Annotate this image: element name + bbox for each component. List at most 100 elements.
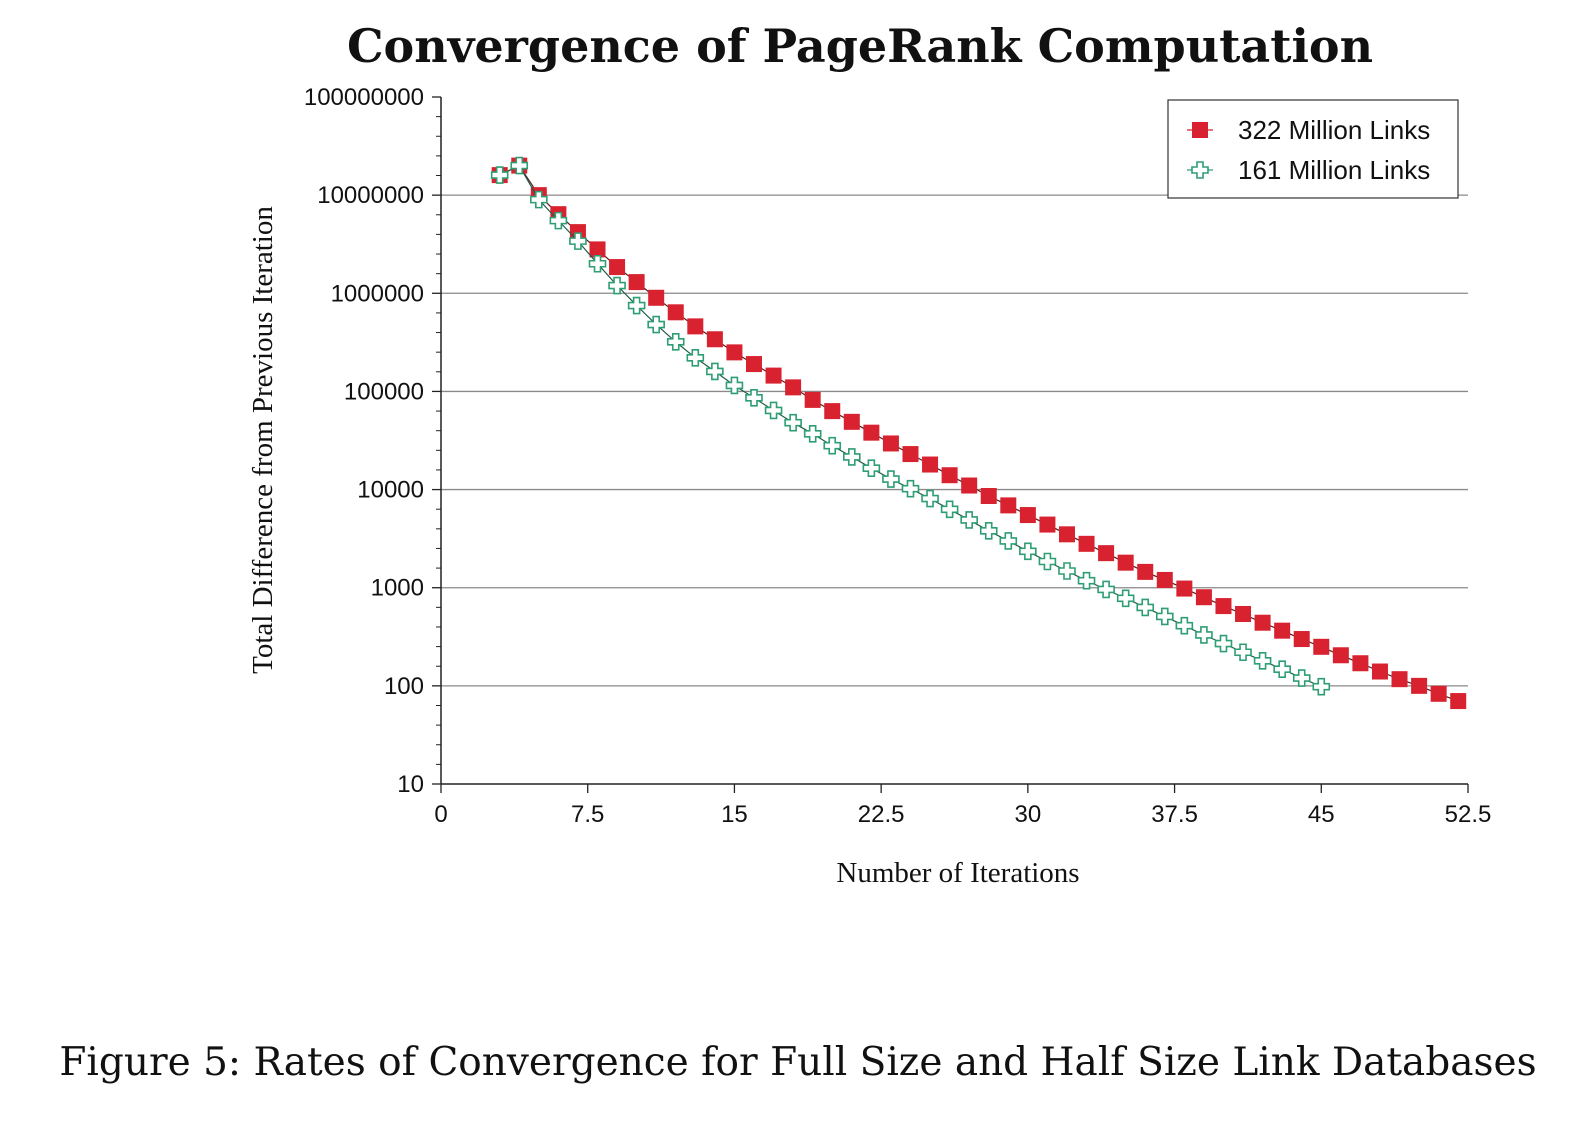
data-point <box>961 477 978 494</box>
data-point <box>1312 677 1331 696</box>
data-point <box>803 425 822 443</box>
data-point <box>823 436 842 455</box>
data-point <box>648 289 665 306</box>
data-point <box>940 500 959 519</box>
data-point <box>589 241 606 258</box>
data-point <box>745 389 763 407</box>
data-point <box>726 344 743 361</box>
data-point <box>1332 647 1349 664</box>
data-point <box>1077 571 1096 590</box>
data-point <box>784 413 802 432</box>
series-1 <box>491 157 1467 710</box>
data-point <box>1352 655 1369 672</box>
y-tick-label: 10000 <box>357 477 424 504</box>
legend-box <box>1167 99 1459 199</box>
data-point <box>941 467 958 484</box>
data-point <box>1136 598 1155 617</box>
data-point <box>999 532 1018 550</box>
data-point <box>1313 638 1330 655</box>
data-point <box>1137 563 1154 580</box>
y-axis-label: Total Difference from Previous Iteration <box>247 206 279 674</box>
data-point <box>627 296 646 315</box>
y-tick-label: 100 <box>384 673 424 700</box>
data-point <box>706 362 724 381</box>
data-point <box>1235 605 1252 622</box>
figure-caption: Figure 5: Rates of Convergence for Full … <box>59 1040 1537 1085</box>
y-tick-label: 1000000 <box>331 280 424 307</box>
data-point <box>1391 671 1408 688</box>
data-point <box>725 376 744 395</box>
x-tick-label: 52.5 <box>1445 801 1492 828</box>
y-tick-label: 10000000 <box>317 182 424 209</box>
data-point <box>1156 571 1173 588</box>
legend: 322 Million Links 161 Million Links <box>1167 99 1459 199</box>
data-point <box>1430 685 1447 702</box>
x-tick-label: 37.5 <box>1151 801 1198 828</box>
data-point <box>1000 497 1017 514</box>
data-point <box>843 448 861 466</box>
data-point <box>1116 589 1135 608</box>
data-point <box>1215 598 1232 615</box>
y-tick-label: 100000000 <box>304 84 424 111</box>
x-tick-label: 0 <box>434 801 447 828</box>
data-point <box>588 254 607 273</box>
data-point <box>1450 693 1467 710</box>
data-point <box>549 211 568 230</box>
series-layer <box>490 156 1467 710</box>
grid-lines <box>441 194 1468 687</box>
data-point <box>1098 545 1115 562</box>
data-point <box>960 511 978 529</box>
data-point <box>686 349 705 367</box>
data-point <box>1293 631 1310 648</box>
x-tick-label: 15 <box>721 801 748 828</box>
data-point <box>745 356 762 373</box>
data-point <box>1292 669 1311 687</box>
data-point <box>921 489 939 508</box>
x-tick-label: 30 <box>1015 801 1042 828</box>
data-point <box>530 190 548 209</box>
data-point <box>1214 634 1233 653</box>
data-point <box>1253 652 1272 670</box>
data-point <box>569 232 587 250</box>
data-point <box>882 435 899 452</box>
data-point <box>608 276 626 295</box>
data-point <box>666 333 685 351</box>
data-point <box>862 459 881 478</box>
data-point <box>980 487 997 504</box>
data-point <box>609 259 626 276</box>
data-point <box>882 470 900 488</box>
data-point <box>901 479 920 498</box>
data-point <box>1274 622 1291 639</box>
legend-marker <box>1191 161 1209 179</box>
data-point <box>1371 663 1388 680</box>
data-point <box>785 379 802 396</box>
data-point <box>1155 607 1174 626</box>
data-point <box>1254 614 1271 631</box>
legend-label: 161 Million Links <box>1238 155 1430 185</box>
data-point <box>647 315 665 334</box>
data-point <box>1176 580 1193 597</box>
data-point <box>1058 562 1076 580</box>
data-point <box>1019 542 1037 561</box>
data-point <box>667 304 684 321</box>
data-point <box>804 391 821 408</box>
data-point <box>1039 516 1056 533</box>
x-tick-label: 7.5 <box>571 801 604 828</box>
series-line <box>499 164 1322 688</box>
legend-label: 322 Million Links <box>1238 115 1430 145</box>
data-point <box>1195 626 1213 644</box>
data-point <box>1234 643 1252 662</box>
data-point <box>922 456 939 473</box>
data-point <box>1411 677 1428 694</box>
axes: 10 100 1000 10000 100000 1000000 10000000 10000… <box>304 84 1492 828</box>
data-point <box>706 331 723 348</box>
data-point <box>843 413 860 430</box>
legend-marker <box>1192 122 1208 138</box>
data-point <box>1195 589 1212 606</box>
data-point <box>1273 660 1291 678</box>
data-point <box>863 424 880 441</box>
series-2 <box>490 156 1331 696</box>
data-point <box>490 166 509 184</box>
data-point <box>902 446 919 463</box>
